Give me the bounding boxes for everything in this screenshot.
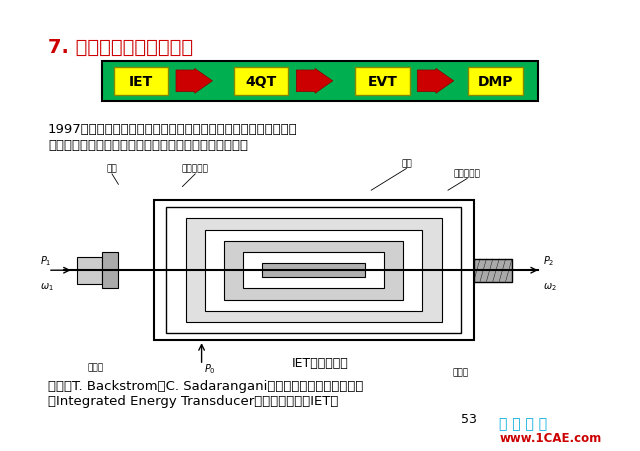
FancyArrow shape <box>296 69 333 94</box>
Text: 输出轴: 输出轴 <box>452 368 469 376</box>
Bar <box>224 241 403 300</box>
Bar <box>243 253 384 289</box>
Bar <box>186 219 442 322</box>
FancyArrow shape <box>176 69 212 94</box>
Text: 子两套绕组，是双机械端口能量变换器的最初结构形式。: 子两套绕组，是双机械端口能量变换器的最初结构形式。 <box>48 138 248 152</box>
Text: 4QT: 4QT <box>245 75 276 88</box>
Bar <box>166 207 461 334</box>
Text: EVT: EVT <box>367 75 397 88</box>
Text: 空气: 空气 <box>447 255 456 263</box>
Text: 53: 53 <box>461 412 477 425</box>
Text: 滑环: 滑环 <box>107 165 117 173</box>
Bar <box>102 253 118 289</box>
Bar <box>468 68 523 96</box>
Text: IET结构概念图: IET结构概念图 <box>292 356 348 369</box>
Bar <box>474 259 512 282</box>
Text: 7. 双机械端口能量变换器: 7. 双机械端口能量变换器 <box>48 38 193 57</box>
Text: $P_1$: $P_1$ <box>40 254 51 267</box>
Bar <box>77 257 102 284</box>
Bar <box>234 68 288 96</box>
Text: 机壳: 机壳 <box>401 159 412 167</box>
Text: $P_2$: $P_2$ <box>543 254 554 267</box>
Bar <box>205 230 422 311</box>
Text: IET: IET <box>129 75 153 88</box>
Bar <box>102 62 538 101</box>
FancyArrow shape <box>417 69 454 94</box>
Text: 输入轴: 输入轴 <box>88 363 104 372</box>
Bar <box>262 264 365 277</box>
Text: （Integrated Energy Transducer）的概念，简称IET。: （Integrated Energy Transducer）的概念，简称IET。 <box>48 395 339 408</box>
Text: 旋转变压器: 旋转变压器 <box>182 165 209 173</box>
Text: 空气: 空气 <box>172 255 180 263</box>
Text: www.1CAE.com: www.1CAE.com <box>499 431 602 444</box>
Text: 旋转变压器: 旋转变压器 <box>454 169 481 178</box>
Text: 仿 真 在 线: 仿 真 在 线 <box>499 417 547 431</box>
Text: $\omega_1$: $\omega_1$ <box>40 281 54 292</box>
Text: $P_0$: $P_0$ <box>204 361 215 375</box>
Text: $\omega_2$: $\omega_2$ <box>543 281 556 292</box>
Bar <box>114 68 168 96</box>
Text: DMP: DMP <box>478 75 513 88</box>
Text: 同年，T. Backstrom，C. Sadarangani等人提出了复合能量变换器: 同年，T. Backstrom，C. Sadarangani等人提出了复合能量变… <box>48 379 364 392</box>
Bar <box>154 201 474 341</box>
Text: 1997年，能量变换器的概念被首次提出，这种能量变换器有两个转: 1997年，能量变换器的概念被首次提出，这种能量变换器有两个转 <box>48 123 298 136</box>
Bar <box>355 68 410 96</box>
